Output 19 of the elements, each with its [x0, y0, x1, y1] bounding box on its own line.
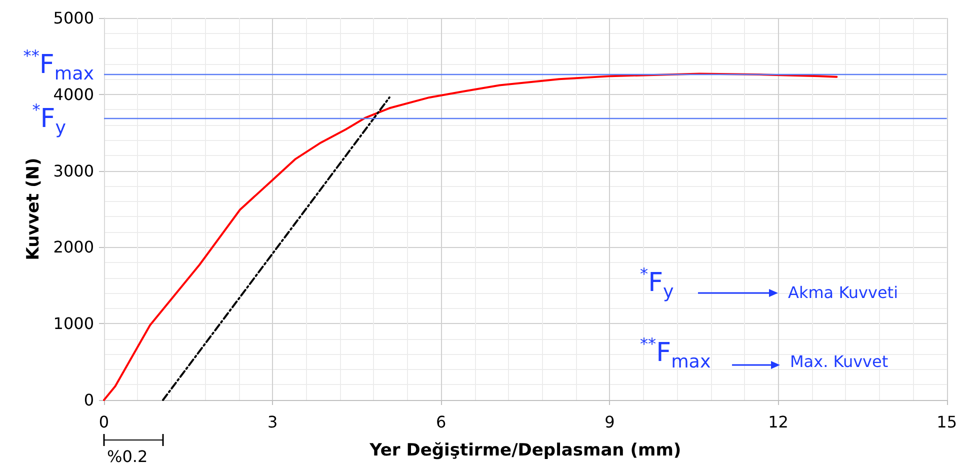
x-tick-label: 3: [267, 412, 278, 432]
y-tick-label: 5000: [53, 8, 94, 28]
x-tick-label: 12: [768, 412, 788, 432]
y-tick-label: 2000: [53, 238, 94, 257]
x-tick-label: 6: [436, 412, 446, 432]
ref-line-label: $^{**}$F$_{max}$: [23, 46, 94, 84]
y-tick-label: 0: [84, 390, 94, 410]
annotation: $^{*}$F$_{y}$: [640, 264, 674, 302]
annotation: Akma Kuvveti: [788, 283, 898, 302]
y-axis-title: Kuvvet (N): [24, 158, 44, 260]
y-tick-label: 3000: [53, 161, 94, 180]
x-tick-label: 15: [936, 412, 957, 432]
x-tick-label: 0: [98, 412, 110, 432]
x-tick-label: 9: [604, 412, 615, 432]
text: %0.2: [107, 447, 148, 466]
x-axis-title: Yer Değiştirme/Deplasman (mm): [368, 440, 682, 460]
y-tick-label: 1000: [53, 314, 94, 334]
annotation: Max. Kuvvet: [790, 352, 888, 371]
annotation: $^{**}$F$_{max}$: [640, 334, 711, 372]
